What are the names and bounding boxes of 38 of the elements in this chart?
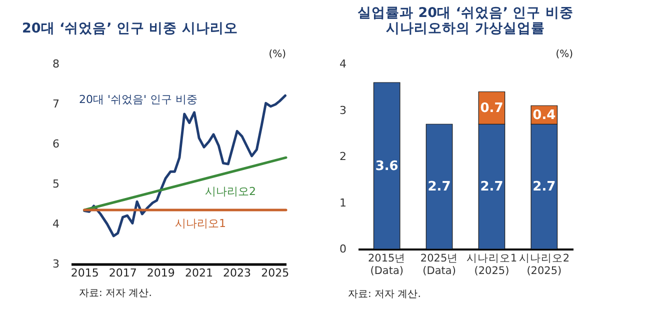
y-tick-label: 2 — [340, 150, 346, 163]
x-tick-label: 2015년 (Data) — [368, 252, 406, 277]
bar — [426, 124, 453, 250]
x-tick-label: 2019 — [146, 266, 175, 280]
x-tick-label: 시나리오2 (2025) — [518, 252, 570, 277]
data-label: 2.7 — [480, 180, 504, 195]
text: 자료: 저자 계산. — [348, 289, 421, 300]
x-tick-label: 2025 — [261, 266, 290, 280]
y-tick-label: 0 — [340, 242, 346, 256]
series-label: 20대 '쉬었음' 인구 비중 — [79, 93, 198, 106]
data-label: 0.4 — [532, 108, 556, 123]
x-tick-label: 2025년 (Data) — [420, 252, 458, 277]
data-label: 2.7 — [428, 180, 451, 195]
y-tick-label: 4 — [340, 58, 346, 70]
y-tick-label: 4 — [52, 218, 60, 230]
y-tick-label: 3 — [52, 258, 60, 270]
data-label: 0.7 — [480, 100, 504, 116]
x-tick-label: 2015 — [70, 266, 99, 280]
text: 자료: 저자 계산. — [79, 288, 152, 299]
y-tick-label: 1 — [340, 196, 346, 210]
y-tick-label: 5 — [52, 178, 60, 190]
data-label: 2.7 — [532, 180, 556, 195]
y-tick-label: 6 — [52, 138, 60, 150]
text: (%) — [556, 49, 574, 60]
x-tick-label: 2017 — [108, 266, 137, 280]
series-label: 시나리오2 — [205, 185, 256, 198]
bar — [373, 82, 400, 250]
y-tick-label: 3 — [340, 104, 346, 117]
text: (%) — [268, 49, 286, 60]
data-label: 3.6 — [375, 158, 398, 174]
x-tick-label: 2021 — [184, 266, 213, 280]
y-tick-label: 7 — [52, 98, 60, 110]
x-tick-label: 2023 — [223, 266, 252, 280]
y-tick-label: 8 — [52, 58, 60, 70]
series-label: 시나리오1 — [175, 217, 226, 230]
x-tick-label: 시나리오1 (2025) — [466, 252, 518, 277]
chart-title: 실업률과 20대 ‘쉬었음’ 인구 비중 시나리오하의 가상실업률 — [358, 5, 574, 36]
chart-title: 20대 ‘쉬었음’ 인구 비중 시나리오 — [22, 20, 238, 36]
